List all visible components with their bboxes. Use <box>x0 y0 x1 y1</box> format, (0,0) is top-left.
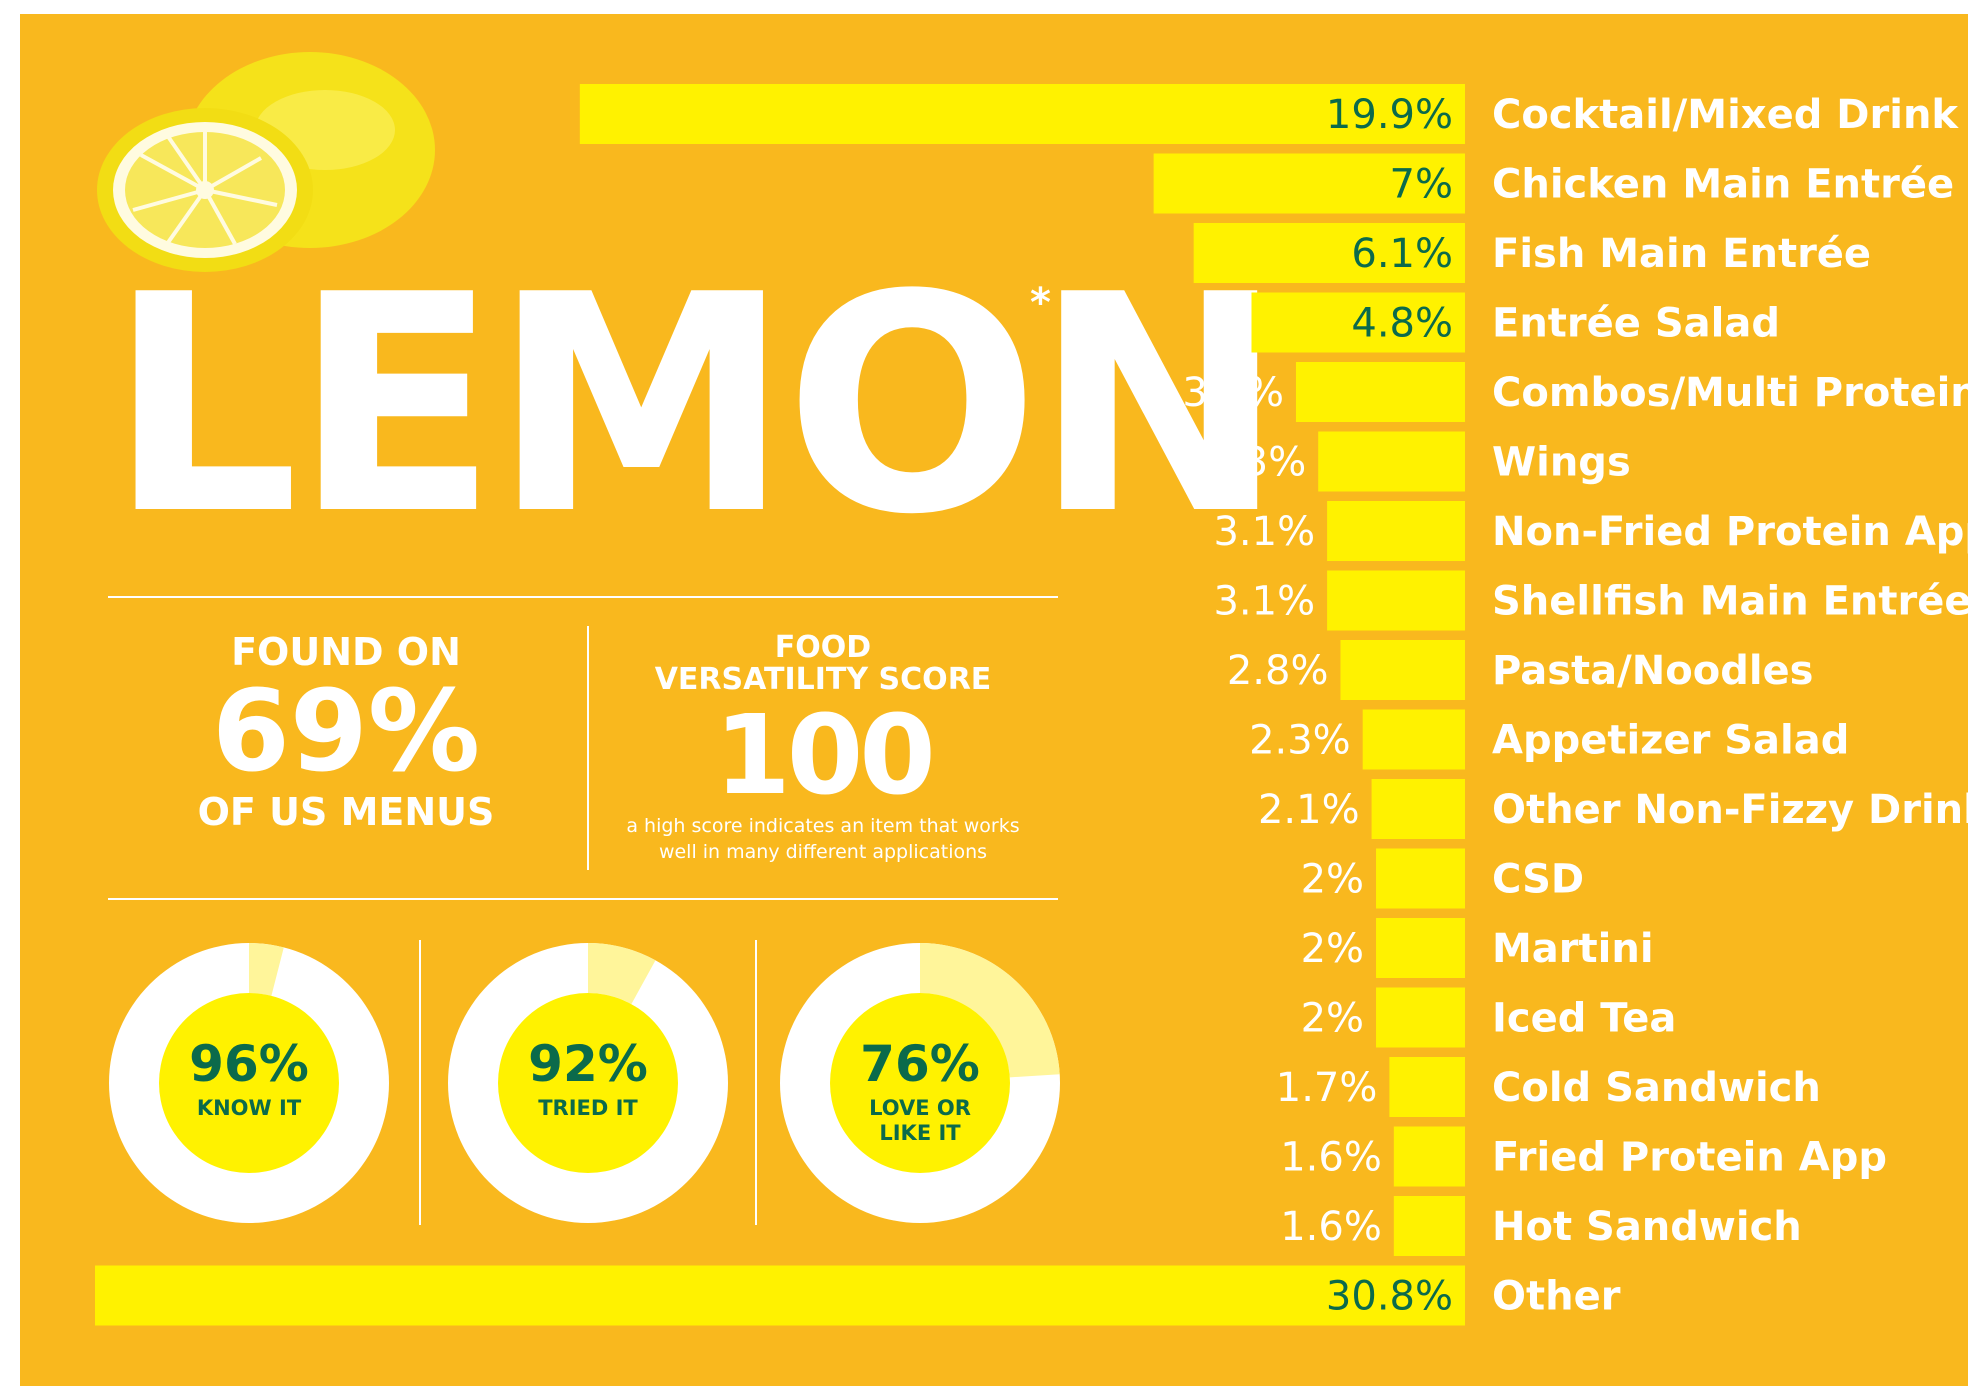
versatility-label-line2: VERSATILITY SCORE <box>654 662 992 697</box>
bar <box>1362 709 1465 770</box>
bar-category-label: Pasta/Noodles <box>1492 648 1813 694</box>
bar <box>1251 292 1465 353</box>
donut-chart: 92% TRIED IT <box>448 943 728 1223</box>
divider-stats <box>587 626 589 870</box>
bar-value-label: 1.6% <box>1280 1204 1382 1250</box>
bar <box>1376 918 1465 978</box>
versatility-note-line1: a high score indicates an item that work… <box>626 815 1020 837</box>
bar <box>1327 501 1465 561</box>
found-on-value: 69% <box>211 667 481 797</box>
bar-category-label: Shellfish Main Entrée <box>1492 579 1972 625</box>
donut-caption: LIKE IT <box>879 1121 961 1145</box>
bar <box>1393 1196 1465 1256</box>
donut-remainder-segment <box>249 943 284 996</box>
versatility-label-line1: FOOD <box>774 630 872 665</box>
divider-top <box>108 596 1058 598</box>
bar-value-label: 30.8% <box>1326 1274 1453 1320</box>
bar <box>1389 1057 1465 1117</box>
donut-caption: LOVE OR <box>869 1096 971 1120</box>
donut-caption: TRIED IT <box>538 1096 638 1120</box>
title-asterisk: * <box>1030 280 1051 326</box>
bar <box>1393 1126 1465 1187</box>
bar-value-label: 2% <box>1301 857 1364 903</box>
donut-chart: 96% KNOW IT <box>109 943 389 1223</box>
donut-percent-label: 76% <box>860 1035 980 1093</box>
bar-category-label: Entrée Salad <box>1492 301 1780 347</box>
donut-percent-label: 96% <box>189 1035 309 1093</box>
bar <box>1295 362 1465 422</box>
bar-category-label: Wings <box>1492 440 1631 486</box>
bar-value-label: 3.8% <box>1182 370 1284 416</box>
bar-value-label: 3.3% <box>1205 440 1307 486</box>
bar-value-label: 2.1% <box>1258 787 1360 833</box>
bar-value-label: 4.8% <box>1351 301 1453 347</box>
bar <box>1153 153 1465 214</box>
bar-value-label: 2% <box>1301 996 1364 1042</box>
divider-donut-2 <box>755 940 757 1225</box>
lemon-illustration <box>97 52 435 272</box>
lemon-half-core <box>196 181 214 199</box>
bar-value-label: 1.7% <box>1276 1065 1378 1111</box>
bar <box>1327 570 1465 631</box>
bar-category-label: CSD <box>1492 857 1584 903</box>
bar-value-label: 3.1% <box>1213 509 1315 555</box>
bar <box>1318 431 1465 492</box>
bar-category-label: Hot Sandwich <box>1492 1204 1802 1250</box>
bar-category-label: Combos/Multi Protein <box>1492 370 1979 416</box>
bar-value-label: 6.1% <box>1351 231 1453 277</box>
bar-category-label: Fried Protein App <box>1492 1135 1887 1181</box>
bar-category-label: Iced Tea <box>1492 996 1676 1042</box>
bar-category-label: Non-Fried Protein App <box>1492 509 1980 555</box>
donut-remainder-segment <box>920 943 1060 1078</box>
divider-bottom <box>108 898 1058 900</box>
bar <box>1376 987 1465 1048</box>
bar <box>1340 640 1465 700</box>
page-title: LEMON <box>108 231 1285 580</box>
bar <box>579 84 1465 144</box>
bar <box>1193 223 1465 283</box>
bar-value-label: 1.6% <box>1280 1135 1382 1181</box>
bar-category-label: Other <box>1492 1274 1621 1320</box>
bar-category-label: Cold Sandwich <box>1492 1065 1821 1111</box>
bar-category-label: Fish Main Entrée <box>1492 231 1871 277</box>
bar-value-label: 2% <box>1301 926 1364 972</box>
donut-remainder-segment <box>588 943 656 1005</box>
bar-value-label: 2.3% <box>1249 718 1351 764</box>
found-on-suffix: OF US MENUS <box>197 790 495 834</box>
bar-value-label: 7% <box>1390 162 1453 208</box>
bar-category-label: Appetizer Salad <box>1492 718 1849 764</box>
versatility-score: 100 <box>714 691 936 819</box>
divider-donut-1 <box>419 940 421 1225</box>
bar-category-label: Chicken Main Entrée <box>1492 162 1954 208</box>
donut-center <box>830 993 1010 1173</box>
bar-value-label: 3.1% <box>1213 579 1315 625</box>
bar <box>95 1265 1465 1326</box>
bar-value-label: 19.9% <box>1326 92 1453 138</box>
donut-center <box>498 993 678 1173</box>
bar-category-label: Cocktail/Mixed Drink <box>1492 92 1959 138</box>
donut-center <box>159 993 339 1173</box>
donut-percent-label: 92% <box>528 1035 648 1093</box>
found-on-prefix: FOUND ON <box>231 630 461 674</box>
bar <box>1376 848 1465 909</box>
bar-category-label: Martini <box>1492 926 1654 972</box>
donut-caption: KNOW IT <box>197 1096 302 1120</box>
lemon-segments <box>132 132 278 246</box>
bar-category-label: Other Non-Fizzy Drink <box>1492 787 1980 833</box>
bar-value-label: 2.8% <box>1227 648 1329 694</box>
bar <box>1371 779 1465 839</box>
versatility-note-line2: well in many different applications <box>658 841 988 863</box>
